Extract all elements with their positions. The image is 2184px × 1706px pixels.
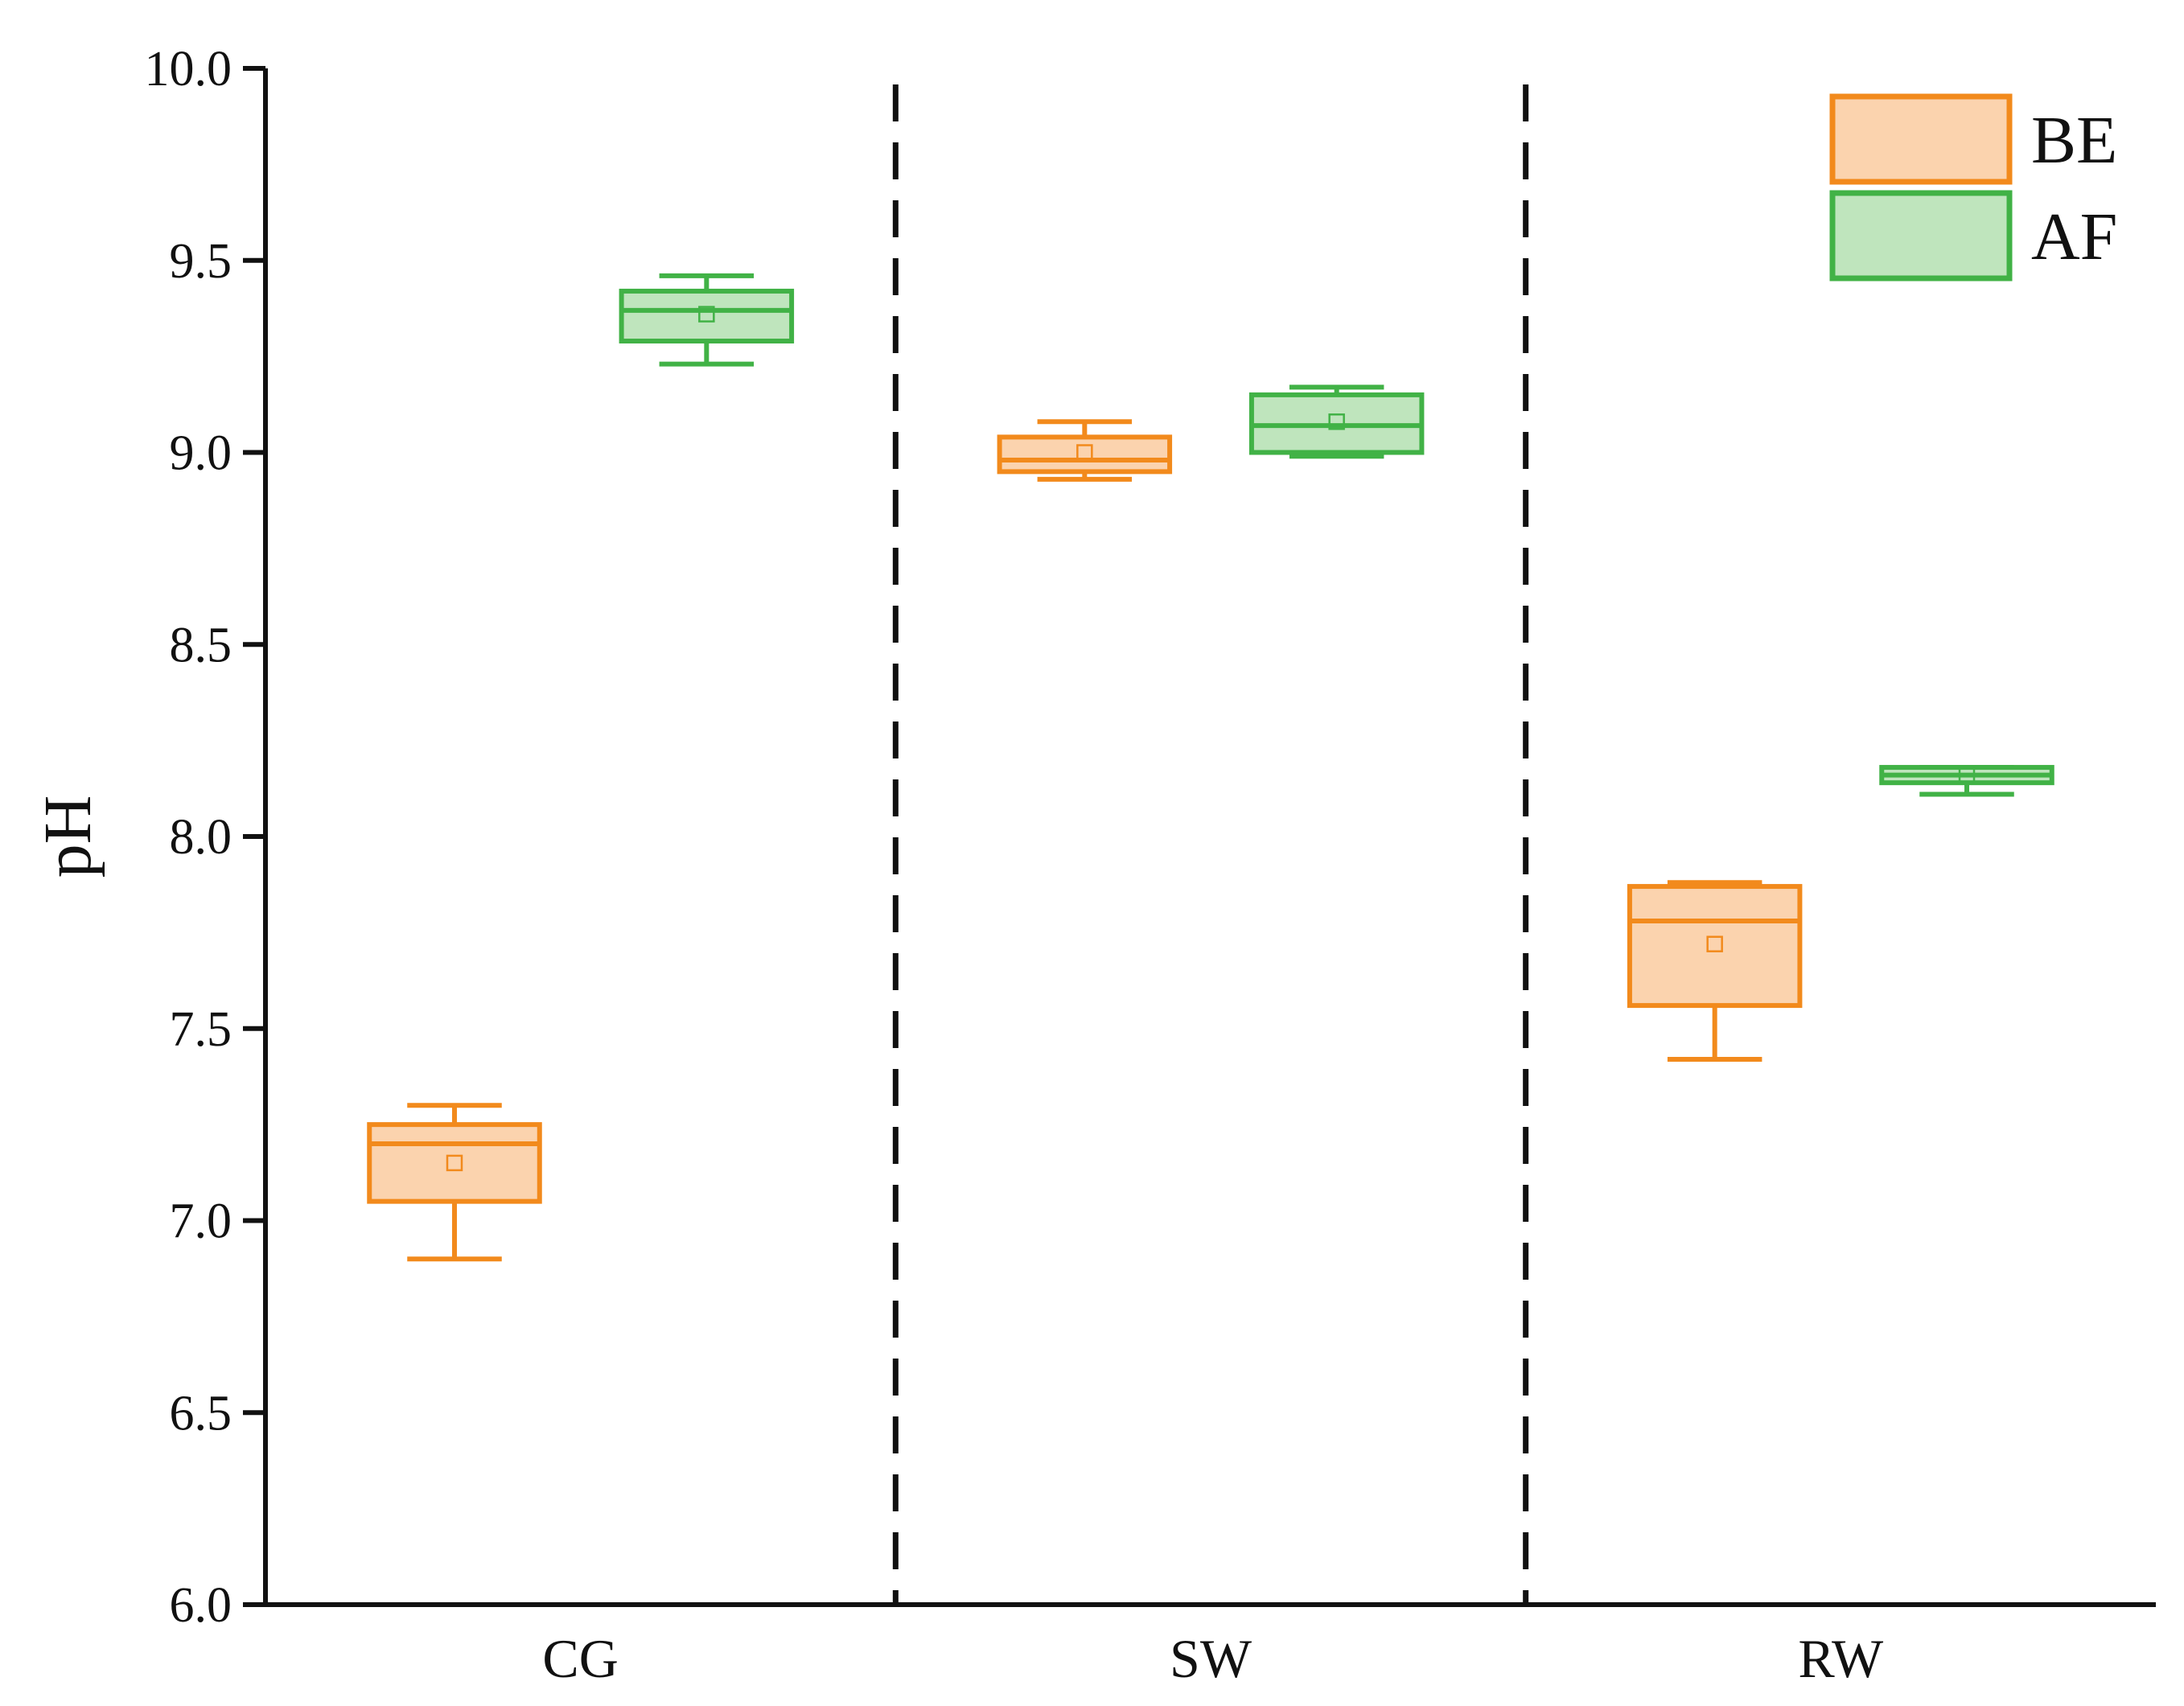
iqr-box [619,288,795,344]
y-tick-label: 9.0 [170,426,232,481]
y-tick-label: 6.5 [170,1386,232,1441]
box-af-rw [1879,765,2054,797]
y-tick-label: 6.0 [170,1578,232,1633]
axes [263,68,2156,1607]
legend: BE AF [1829,93,2117,282]
y-tick-label: 10.0 [145,42,232,97]
legend-item-af: AF [1829,190,2117,282]
box-be-rw [1627,880,1803,1062]
x-tick-label-rw: RW [1798,1628,1884,1689]
y-axis-ticks: 6.0 6.5 7.0 7.5 8.0 8.5 9.0 9.5 10.0 [145,42,265,1633]
mean-marker [446,1154,463,1172]
y-axis-title: pH [31,795,105,878]
iqr-box [367,1122,542,1204]
boxes [367,273,2054,1262]
y-tick-label: 8.0 [170,810,232,865]
mean-marker [1328,413,1345,430]
box-be-sw [997,419,1173,482]
mean-marker [1076,444,1093,461]
y-tick-label: 7.0 [170,1194,232,1249]
legend-swatch [1829,190,2013,282]
mean-marker [698,306,715,323]
legend-label: BE [2031,103,2117,178]
y-tick-label: 7.5 [170,1002,232,1057]
legend-item-be: BE [1829,93,2117,185]
legend-swatch [1829,93,2013,185]
box-af-cg [619,273,795,367]
x-tick-label-sw: SW [1170,1628,1252,1689]
group-separators [892,84,1529,1605]
x-tick-label-cg: CG [542,1628,618,1689]
box-be-cg [367,1103,542,1262]
x-axis-labels: CG SW RW [542,1628,1884,1689]
mean-marker [1706,935,1723,952]
legend-label: AF [2031,199,2117,274]
mean-marker [1958,767,1976,783]
iqr-box [997,434,1173,475]
y-tick-label: 8.5 [170,618,232,672]
box-af-sw [1248,384,1425,459]
iqr-box [1627,884,1803,1009]
y-tick-label: 9.5 [170,234,232,289]
